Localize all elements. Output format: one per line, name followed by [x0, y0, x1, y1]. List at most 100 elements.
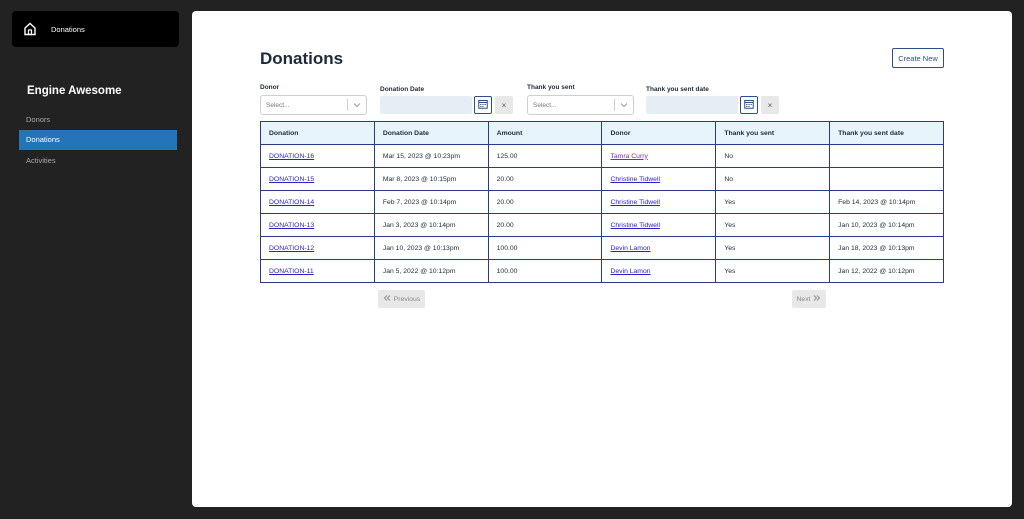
donation-date-input[interactable] [380, 96, 472, 114]
next-page-button[interactable]: Next [792, 290, 826, 308]
table-cell: 20.00 [487, 167, 603, 191]
thank-you-select-placeholder: Select... [533, 101, 557, 109]
thank-you-filter-label: Thank you sent [527, 84, 575, 91]
select-separator [614, 99, 615, 111]
home-card[interactable]: Donations [12, 11, 179, 47]
donation-date-filter-label: Donation Date [380, 86, 425, 93]
column-header[interactable]: Amount [487, 121, 603, 145]
donation-link[interactable]: DONATION-12 [269, 244, 315, 252]
create-new-button[interactable]: Create New [892, 48, 944, 68]
table-cell: Christine Tidwell [601, 190, 717, 214]
table-cell [829, 167, 944, 191]
donor-select[interactable]: Select... [260, 95, 367, 115]
table-cell: Yes [715, 213, 831, 237]
donor-link[interactable]: Christine Tidwell [610, 175, 660, 183]
table-cell: Jan 10, 2023 @ 10:13pm [373, 236, 489, 260]
thank-you-select[interactable]: Select... [527, 95, 634, 115]
column-header[interactable]: Donation [260, 121, 375, 145]
table-cell: DONATION-15 [260, 167, 375, 191]
donation-date-calendar-button[interactable] [474, 96, 492, 114]
table-row: DONATION-16 Mar 15, 2023 @ 10:23pm 125.0… [260, 144, 944, 168]
table-cell: Jan 10, 2023 @ 10:14pm [829, 213, 944, 237]
previous-page-button[interactable]: Previous [378, 290, 425, 308]
table-cell [829, 144, 944, 168]
column-header[interactable]: Donor [601, 121, 717, 145]
double-chevron-right-icon [813, 295, 821, 303]
table-cell: DONATION-14 [260, 190, 375, 214]
table-cell: Mar 15, 2023 @ 10:23pm [373, 144, 489, 168]
table-cell: No [715, 144, 831, 168]
donor-filter-label: Donor [260, 84, 280, 91]
sidebar-nav: Donors Donations Activities [19, 109, 177, 171]
donation-link[interactable]: DONATION-13 [269, 221, 315, 229]
previous-page-label: Previous [393, 295, 421, 303]
sidebar: Donations Engine Awesome Donors Donation… [0, 0, 192, 519]
donor-link[interactable]: Tamra Curry [610, 152, 648, 160]
table-cell: DONATION-12 [260, 236, 375, 260]
column-header[interactable]: Donation Date [373, 121, 489, 145]
next-page-label: Next [796, 295, 811, 303]
table-row: DONATION-11 Jan 5, 2022 @ 10:12pm 100.00… [260, 259, 944, 283]
calendar-icon [478, 96, 488, 114]
table-cell: Devin Lamon [601, 259, 717, 283]
table-cell: Tamra Curry [601, 144, 717, 168]
table-cell: Yes [715, 190, 831, 214]
table-cell: Jan 5, 2022 @ 10:12pm [373, 259, 489, 283]
donor-link[interactable]: Christine Tidwell [610, 221, 660, 229]
thank-you-date-filter-label: Thank you sent date [646, 86, 709, 93]
table-cell: DONATION-13 [260, 213, 375, 237]
table-cell: Feb 14, 2023 @ 10:14pm [829, 190, 944, 214]
sidebar-item-donors[interactable]: Donors [26, 114, 51, 124]
donor-link[interactable]: Devin Lamon [610, 267, 651, 275]
donor-link[interactable]: Christine Tidwell [610, 198, 660, 206]
close-icon: × [767, 100, 773, 110]
table-cell: 100.00 [487, 259, 603, 283]
close-icon: × [501, 100, 507, 110]
table-cell: Mar 8, 2023 @ 10:15pm [373, 167, 489, 191]
donation-link[interactable]: DONATION-11 [269, 267, 314, 275]
table-cell: 125.00 [487, 144, 603, 168]
table-cell: 20.00 [487, 190, 603, 214]
table-cell: DONATION-16 [260, 144, 375, 168]
thank-you-date-clear-button[interactable]: × [761, 96, 779, 114]
donor-select-placeholder: Select... [266, 101, 290, 109]
brand-title: Engine Awesome [27, 85, 122, 97]
table-cell: Devin Lamon [601, 236, 717, 260]
column-header[interactable]: Thank you sent date [829, 121, 944, 145]
table-cell: Jan 12, 2022 @ 10:12pm [829, 259, 944, 283]
table-cell: No [715, 167, 831, 191]
table-cell: Christine Tidwell [601, 167, 717, 191]
thank-you-date-calendar-button[interactable] [740, 96, 758, 114]
table-cell: Yes [715, 259, 831, 283]
donation-date-clear-button[interactable]: × [495, 96, 513, 114]
table-cell: 20.00 [487, 213, 603, 237]
table-cell: Christine Tidwell [601, 213, 717, 237]
main-panel: Donations Create New Donor Select... Don… [192, 11, 1012, 507]
thank-you-date-input[interactable] [646, 96, 738, 114]
sidebar-item-activities[interactable]: Activities [26, 155, 56, 165]
table-cell: 100.00 [487, 236, 603, 260]
table-header-row: Donation Donation Date Amount Donor Than… [260, 121, 944, 145]
donation-link[interactable]: DONATION-14 [269, 198, 315, 206]
donation-link[interactable]: DONATION-15 [269, 175, 315, 183]
home-icon [22, 21, 38, 37]
donor-link[interactable]: Devin Lamon [610, 244, 651, 252]
chevron-down-icon [348, 102, 366, 108]
table-cell: DONATION-11 [260, 259, 375, 283]
table-row: DONATION-15 Mar 8, 2023 @ 10:15pm 20.00 … [260, 167, 944, 191]
calendar-icon [744, 96, 754, 114]
table-row: DONATION-12 Jan 10, 2023 @ 10:13pm 100.0… [260, 236, 944, 260]
donations-table: Donation Donation Date Amount Donor Than… [260, 121, 944, 283]
table-row: DONATION-14 Feb 7, 2023 @ 10:14pm 20.00 … [260, 190, 944, 214]
column-header[interactable]: Thank you sent [715, 121, 831, 145]
home-card-label: Donations [51, 24, 85, 34]
table-cell: Feb 7, 2023 @ 10:14pm [373, 190, 489, 214]
table-row: DONATION-13 Jan 3, 2023 @ 10:14pm 20.00 … [260, 213, 944, 237]
page-title: Donations [260, 49, 344, 68]
double-chevron-left-icon [383, 295, 391, 303]
table-cell: Jan 3, 2023 @ 10:14pm [373, 213, 489, 237]
table-cell: Jan 18, 2023 @ 10:13pm [829, 236, 944, 260]
donation-link[interactable]: DONATION-16 [269, 152, 315, 160]
select-separator [347, 99, 348, 111]
sidebar-item-donations[interactable]: Donations [19, 129, 177, 150]
